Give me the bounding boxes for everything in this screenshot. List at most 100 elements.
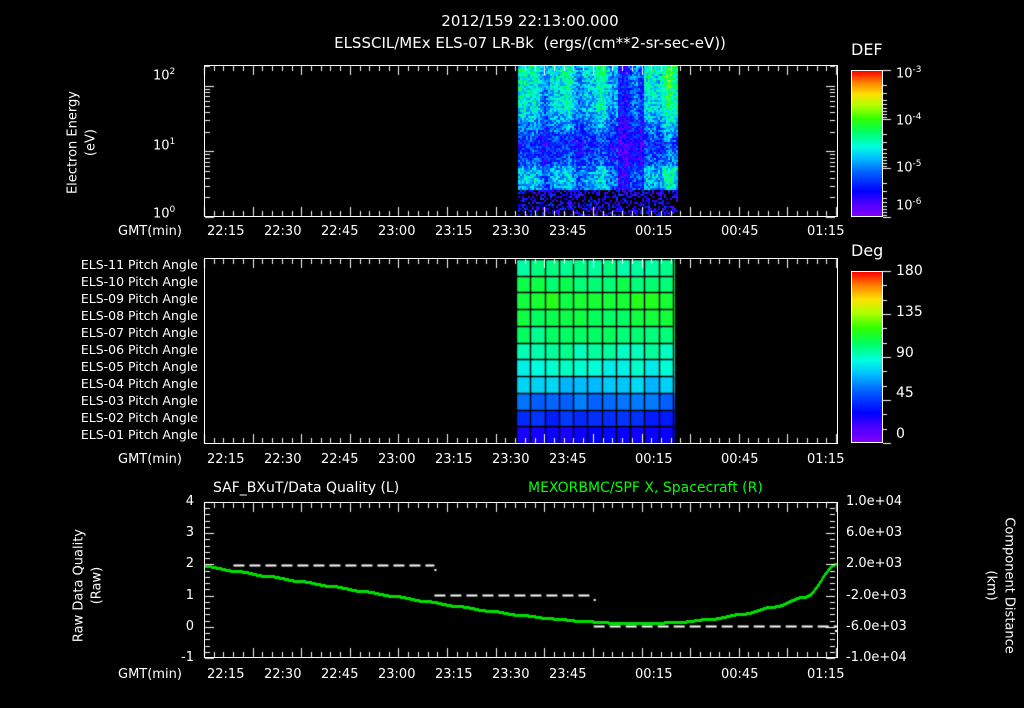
colorbar-deg-gradient [852, 272, 882, 442]
xtick-label: 22:15 [207, 667, 245, 682]
ytick-left-label: 3 [185, 525, 194, 541]
xtick-label: 23:30 [492, 224, 530, 239]
panel-bot-title-left: SAF_BXuT/Data Quality (L) [213, 480, 400, 496]
xtick-label: 23:30 [492, 667, 530, 682]
colorbar-deg-tick-label: 45 [896, 385, 914, 401]
xtick-label: 23:00 [378, 452, 416, 467]
colorbar-def-label-4: 10-4 [896, 113, 922, 128]
panel-top-ylabel-wrap: Electron Energy (eV) [0, 91, 172, 194]
xtick-label: 22:45 [321, 667, 359, 682]
spectrogram-axis-ticks [196, 58, 856, 238]
header-datetime: 2012/159 22:13:00.000 [441, 12, 619, 30]
pitch-row-label: ELS-03 Pitch Angle [80, 392, 198, 408]
xtick-label: 00:15 [635, 452, 673, 467]
colorbar-def-label-6: 10-6 [896, 198, 922, 213]
colorbar-deg-ticks [883, 264, 903, 449]
ytick-base: 10 [153, 138, 170, 154]
ytick-right-label: -1.0e+04 [846, 650, 907, 665]
colorbar-deg-title: Deg [851, 241, 884, 260]
ytick-right-label: -6.0e+03 [846, 618, 907, 634]
colorbar-def-ticks [883, 63, 903, 223]
ytick-left-label: 4 [185, 494, 194, 509]
xtick-label: 22:45 [321, 452, 359, 467]
ytick-exp: 2 [169, 67, 176, 77]
xtick-label: 23:30 [492, 452, 530, 467]
ytick-right-label: 1.0e+04 [846, 494, 903, 509]
colorbar-def-gradient [852, 71, 882, 216]
pitch-row-label: ELS-02 Pitch Angle [80, 409, 198, 425]
pitch-row-label: ELS-04 Pitch Angle [80, 375, 198, 391]
colorbar-def-title: DEF [851, 40, 883, 59]
colorbar-deg-tick-label: 135 [896, 304, 923, 320]
ytick-left-label: 0 [185, 618, 194, 634]
cb-base: 10 [896, 113, 913, 129]
pitch-row-label: ELS-05 Pitch Angle [80, 358, 198, 374]
xtick-label: 23:15 [435, 667, 473, 682]
colorbar-def-label-3: 10-3 [896, 66, 922, 81]
cb-exp: -3 [912, 65, 922, 75]
ytick-exp: 0 [169, 205, 176, 215]
panel-bot-xaxis-label: GMT(min) [118, 667, 182, 682]
colorbar-deg-tick-label: 90 [896, 345, 914, 361]
pitch-row-label: ELS-07 Pitch Angle [80, 325, 198, 341]
xtick-label: 23:00 [378, 667, 416, 682]
xtick-label: 00:15 [635, 667, 673, 682]
ytick-right-label: -2.0e+03 [846, 587, 907, 603]
panel-bot-ylabel-right: Component Distance (km) [984, 517, 1017, 654]
cb-base: 10 [896, 66, 913, 82]
xtick-label: 01:15 [807, 667, 845, 682]
ytick-left-label: -1 [181, 650, 194, 665]
cb-base: 10 [896, 160, 913, 176]
panel-bot-title-right: MEXORBMC/SPF X, Spacecraft (R) [528, 480, 763, 496]
xtick-label: 23:15 [435, 224, 473, 239]
cb-base: 10 [896, 198, 913, 214]
ytick-base: 10 [153, 206, 170, 222]
xtick-label: 23:45 [549, 224, 587, 239]
xtick-label: 22:30 [264, 452, 302, 467]
ytick-right-label: 2.0e+03 [846, 556, 903, 572]
xtick-label: 00:45 [721, 667, 759, 682]
colorbar-deg-tick-label: 180 [896, 263, 923, 279]
colorbar-deg [851, 271, 883, 443]
cb-exp: -4 [912, 112, 922, 122]
ytick-right-label: 6.0e+03 [846, 525, 903, 541]
pitch-row-label: ELS-06 Pitch Angle [80, 342, 198, 357]
xtick-label: 01:15 [807, 452, 845, 467]
panel-bot-ylabel-left: Raw Data Quality (Raw) [71, 529, 104, 643]
xtick-label: 00:15 [635, 224, 673, 239]
ytick-base: 10 [153, 68, 170, 84]
pitch-row-label: ELS-11 Pitch Angle [80, 257, 198, 273]
header-subtitle: ELSSCIL/MEx ELS-07 LR-Bk (ergs/(cm**2-sr… [334, 34, 726, 52]
colorbar-def-label-5: 10-5 [896, 160, 922, 175]
xtick-label: 00:45 [721, 452, 759, 467]
xtick-label: 23:45 [549, 667, 587, 682]
panel-top-xaxis-label: GMT(min) [118, 224, 182, 239]
panel-mid-xaxis-label: GMT(min) [118, 452, 182, 467]
pitch-row-label: ELS-10 Pitch Angle [80, 274, 198, 290]
xtick-label: 22:45 [321, 224, 359, 239]
panel-top-ytick-10e2: 102 [153, 68, 175, 83]
pitch-row-label: ELS-09 Pitch Angle [80, 291, 198, 307]
pitch-row-label: ELS-01 Pitch Angle [80, 426, 198, 442]
cb-exp: -6 [912, 197, 922, 207]
xtick-label: 23:00 [378, 224, 416, 239]
xtick-label: 00:45 [721, 224, 759, 239]
ytick-left-label: 2 [185, 556, 194, 572]
xtick-label: 22:15 [207, 452, 245, 467]
cb-exp: -5 [912, 159, 922, 169]
xtick-label: 01:15 [807, 224, 845, 239]
panel-bot-ylabel-left-wrap: Raw Data Quality (Raw) [0, 529, 188, 642]
line-axis-ticks [196, 495, 876, 685]
xtick-label: 22:30 [264, 224, 302, 239]
ytick-exp: 1 [169, 137, 176, 147]
xtick-label: 23:15 [435, 452, 473, 467]
xtick-label: 22:30 [264, 667, 302, 682]
panel-top-ylabel: Electron Energy (eV) [65, 91, 98, 195]
panel-top-ytick-10e1: 101 [153, 138, 175, 153]
ytick-left-label: 1 [185, 587, 194, 603]
panel-top-ytick-10e0: 100 [153, 206, 175, 221]
pitch-row-label: ELS-08 Pitch Angle [80, 308, 198, 324]
xtick-label: 23:45 [549, 452, 587, 467]
xtick-label: 22:15 [207, 224, 245, 239]
